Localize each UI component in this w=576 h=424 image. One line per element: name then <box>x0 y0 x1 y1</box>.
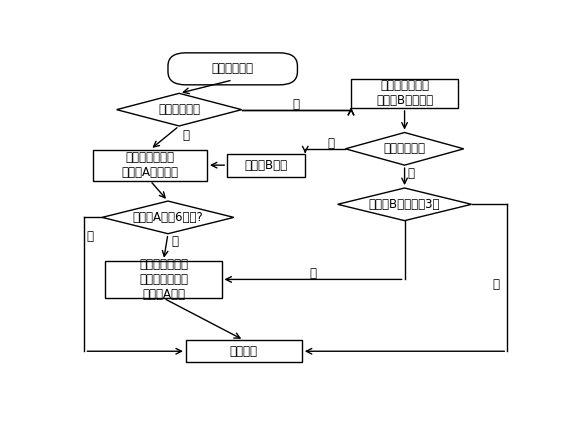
Bar <box>105 261 222 298</box>
Text: 是: 是 <box>309 267 317 280</box>
Text: 否: 否 <box>492 278 499 291</box>
Text: 是: 是 <box>171 235 178 248</box>
Text: 程序返回: 程序返回 <box>230 345 258 358</box>
Polygon shape <box>102 201 234 234</box>
Bar <box>351 78 458 108</box>
FancyBboxPatch shape <box>168 53 297 85</box>
Text: 计时器A到达6秒钟?: 计时器A到达6秒钟? <box>132 211 203 224</box>
Text: 计时器B清零: 计时器B清零 <box>245 159 288 172</box>
Bar <box>227 154 305 176</box>
Text: 是: 是 <box>408 167 415 180</box>
Text: 电机开始旋转，
计时器A开始计时: 电机开始旋转， 计时器A开始计时 <box>122 151 179 179</box>
Text: 否: 否 <box>293 98 300 111</box>
Text: 电机停止运转，
到达翻面位置，
计时器A清零: 电机停止运转， 到达翻面位置， 计时器A清零 <box>139 258 188 301</box>
Text: 计时器B是否大于3秒: 计时器B是否大于3秒 <box>369 198 440 211</box>
Polygon shape <box>116 93 242 126</box>
Text: 电机开始运转，
计时器B开始计时: 电机开始运转， 计时器B开始计时 <box>376 79 433 107</box>
Text: 翻面请求开始: 翻面请求开始 <box>212 62 253 75</box>
Polygon shape <box>338 188 472 220</box>
Bar <box>93 150 207 181</box>
Polygon shape <box>346 132 464 165</box>
Text: 否: 否 <box>86 231 93 243</box>
Bar <box>186 340 302 363</box>
Text: 否: 否 <box>328 137 335 151</box>
Text: 霍尔是否归零: 霍尔是否归零 <box>384 142 426 155</box>
Text: 是: 是 <box>183 128 190 142</box>
Text: 霍尔是否归零: 霍尔是否归零 <box>158 103 200 116</box>
